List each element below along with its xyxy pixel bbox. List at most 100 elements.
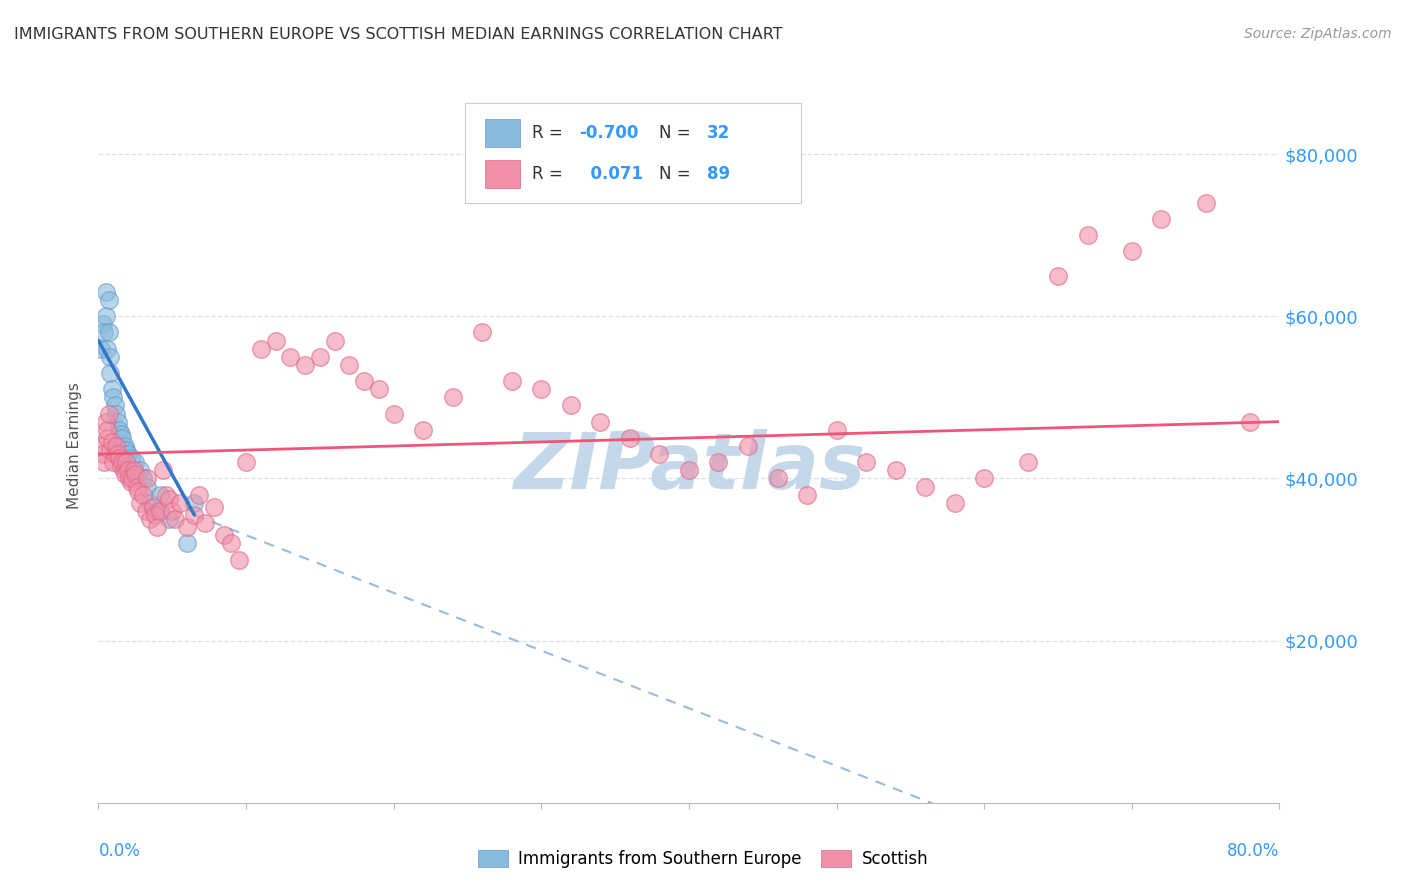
Point (135, 504, 157, 518)
Point (943, 496, 966, 510)
Point (264, 334, 287, 348)
Point (96, 431, 118, 445)
Point (143, 508, 166, 522)
Point (114, 439, 136, 453)
Point (183, 508, 205, 522)
Point (1195, 195, 1218, 210)
Point (155, 488, 177, 502)
Point (187, 488, 209, 502)
Point (118, 471, 141, 485)
Point (105, 439, 128, 453)
Point (280, 350, 302, 364)
Point (93, 326, 115, 340)
Point (619, 431, 641, 445)
Text: N =: N = (659, 165, 696, 183)
Point (94, 285, 117, 299)
Point (114, 467, 136, 482)
Point (136, 479, 159, 493)
Point (1077, 228, 1099, 243)
Text: IMMIGRANTS FROM SOUTHERN EUROPE VS SCOTTISH MEDIAN EARNINGS CORRELATION CHART: IMMIGRANTS FROM SOUTHERN EUROPE VS SCOTT… (14, 27, 783, 42)
Point (105, 407, 128, 421)
Point (90, 342, 112, 356)
Point (152, 463, 174, 477)
Point (97, 293, 120, 307)
Point (589, 415, 612, 429)
Point (250, 342, 273, 356)
Point (202, 500, 225, 514)
Point (678, 463, 700, 477)
Point (441, 390, 464, 404)
Point (149, 504, 172, 518)
Text: N =: N = (659, 124, 696, 142)
Point (530, 382, 553, 396)
Point (122, 463, 145, 477)
FancyBboxPatch shape (485, 119, 520, 147)
Point (294, 358, 316, 372)
Point (1018, 455, 1040, 469)
Text: 80.0%: 80.0% (1227, 842, 1279, 860)
Point (90, 439, 112, 453)
FancyBboxPatch shape (464, 103, 801, 203)
Point (110, 426, 132, 441)
Point (855, 455, 877, 469)
Point (103, 390, 125, 404)
Point (973, 471, 995, 485)
Point (353, 374, 375, 388)
Text: 0.071: 0.071 (579, 165, 643, 183)
Point (221, 536, 243, 550)
Point (139, 512, 162, 526)
Point (139, 496, 162, 510)
Point (94, 415, 117, 429)
Point (128, 463, 150, 477)
Point (796, 488, 818, 502)
Point (96, 423, 118, 437)
Point (737, 439, 759, 453)
Point (228, 552, 250, 566)
Text: R =: R = (531, 165, 568, 183)
Point (107, 447, 129, 461)
Point (132, 488, 155, 502)
Point (93, 455, 115, 469)
Point (165, 512, 187, 526)
Point (98, 366, 121, 380)
Text: 32: 32 (707, 124, 730, 142)
Point (120, 451, 142, 466)
Point (108, 423, 131, 437)
Point (91, 447, 114, 461)
Point (766, 471, 789, 485)
Point (115, 455, 138, 469)
FancyBboxPatch shape (485, 160, 520, 188)
Point (176, 536, 198, 550)
Point (146, 520, 169, 534)
Point (142, 500, 165, 514)
Point (98, 443, 121, 458)
Point (103, 455, 125, 469)
Point (111, 431, 134, 445)
Point (146, 504, 169, 518)
Point (112, 463, 135, 477)
Point (1121, 244, 1143, 259)
Point (707, 455, 730, 469)
Point (368, 382, 391, 396)
Point (825, 423, 848, 437)
Point (412, 423, 434, 437)
Point (91, 318, 114, 332)
Point (98, 350, 121, 364)
Point (117, 447, 139, 461)
Text: 89: 89 (707, 165, 730, 183)
Point (560, 399, 582, 413)
Point (648, 447, 671, 461)
Point (128, 496, 150, 510)
Point (235, 455, 257, 469)
Point (108, 451, 131, 466)
Point (125, 479, 148, 493)
Text: Source: ZipAtlas.com: Source: ZipAtlas.com (1244, 27, 1392, 41)
Point (471, 326, 494, 340)
Point (107, 415, 129, 429)
Point (124, 467, 146, 482)
Point (501, 374, 523, 388)
Point (124, 455, 146, 469)
Text: -0.700: -0.700 (579, 124, 638, 142)
Point (132, 471, 155, 485)
Point (157, 491, 180, 506)
